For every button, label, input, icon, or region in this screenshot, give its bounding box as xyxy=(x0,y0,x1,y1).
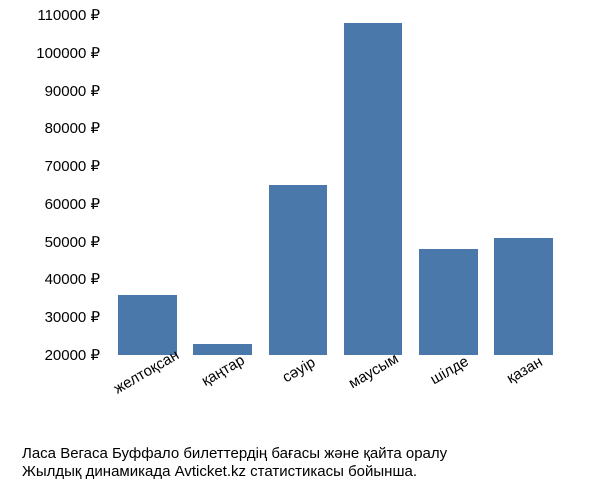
bar-slot xyxy=(260,15,335,355)
x-label-slot: қазан xyxy=(486,355,561,435)
y-tick-label: 100000 ₽ xyxy=(36,44,100,62)
bar xyxy=(269,185,328,355)
x-label-slot: маусым xyxy=(335,355,410,435)
bar xyxy=(344,23,403,355)
bar-slot xyxy=(185,15,260,355)
bar-slot xyxy=(486,15,561,355)
y-tick-label: 90000 ₽ xyxy=(45,82,100,100)
x-tick-label: желтоқсан xyxy=(110,347,181,398)
y-tick-label: 80000 ₽ xyxy=(45,119,100,137)
chart-caption: Ласа Вегаса Буффало билеттердің бағасы ж… xyxy=(0,445,600,483)
x-tick-label: қаңтар xyxy=(199,352,248,390)
bar-slot xyxy=(411,15,486,355)
x-label-slot: қаңтар xyxy=(184,355,259,435)
x-tick-label: шілде xyxy=(427,353,471,388)
caption-line-1: Ласа Вегаса Буффало билеттердің бағасы ж… xyxy=(22,445,588,464)
y-tick-label: 110000 ₽ xyxy=(37,6,100,24)
y-tick-label: 20000 ₽ xyxy=(45,346,100,364)
bars-container xyxy=(106,15,565,355)
bar-slot xyxy=(336,15,411,355)
x-label-slot: желтоқсан xyxy=(109,355,184,435)
y-tick-label: 40000 ₽ xyxy=(45,270,100,288)
plot-area xyxy=(105,15,565,355)
y-tick-label: 60000 ₽ xyxy=(45,195,100,213)
y-tick-label: 50000 ₽ xyxy=(45,233,100,251)
bar xyxy=(494,238,553,355)
x-label-slot: сәуір xyxy=(260,355,335,435)
x-axis: желтоқсан қаңтар сәуір маусым шілде қазан xyxy=(105,355,565,435)
bar xyxy=(193,344,252,355)
caption-line-2: Жылдық динамикада Avticket.kz статистика… xyxy=(22,463,588,482)
x-tick-label: қазан xyxy=(504,353,546,387)
bar xyxy=(118,295,177,355)
price-chart: 20000 ₽ 30000 ₽ 40000 ₽ 50000 ₽ 60000 ₽ 70000… xyxy=(0,0,600,500)
y-axis: 20000 ₽30000 ₽40000 ₽50000 ₽60000 ₽70000… xyxy=(0,15,100,355)
bar xyxy=(419,249,478,355)
x-label-slot: шілде xyxy=(410,355,485,435)
bar-slot xyxy=(110,15,185,355)
y-tick-label: 30000 ₽ xyxy=(45,308,100,326)
x-tick-label: маусым xyxy=(345,350,401,392)
y-tick-label: 70000 ₽ xyxy=(45,157,100,175)
x-tick-label: сәуір xyxy=(280,354,319,386)
